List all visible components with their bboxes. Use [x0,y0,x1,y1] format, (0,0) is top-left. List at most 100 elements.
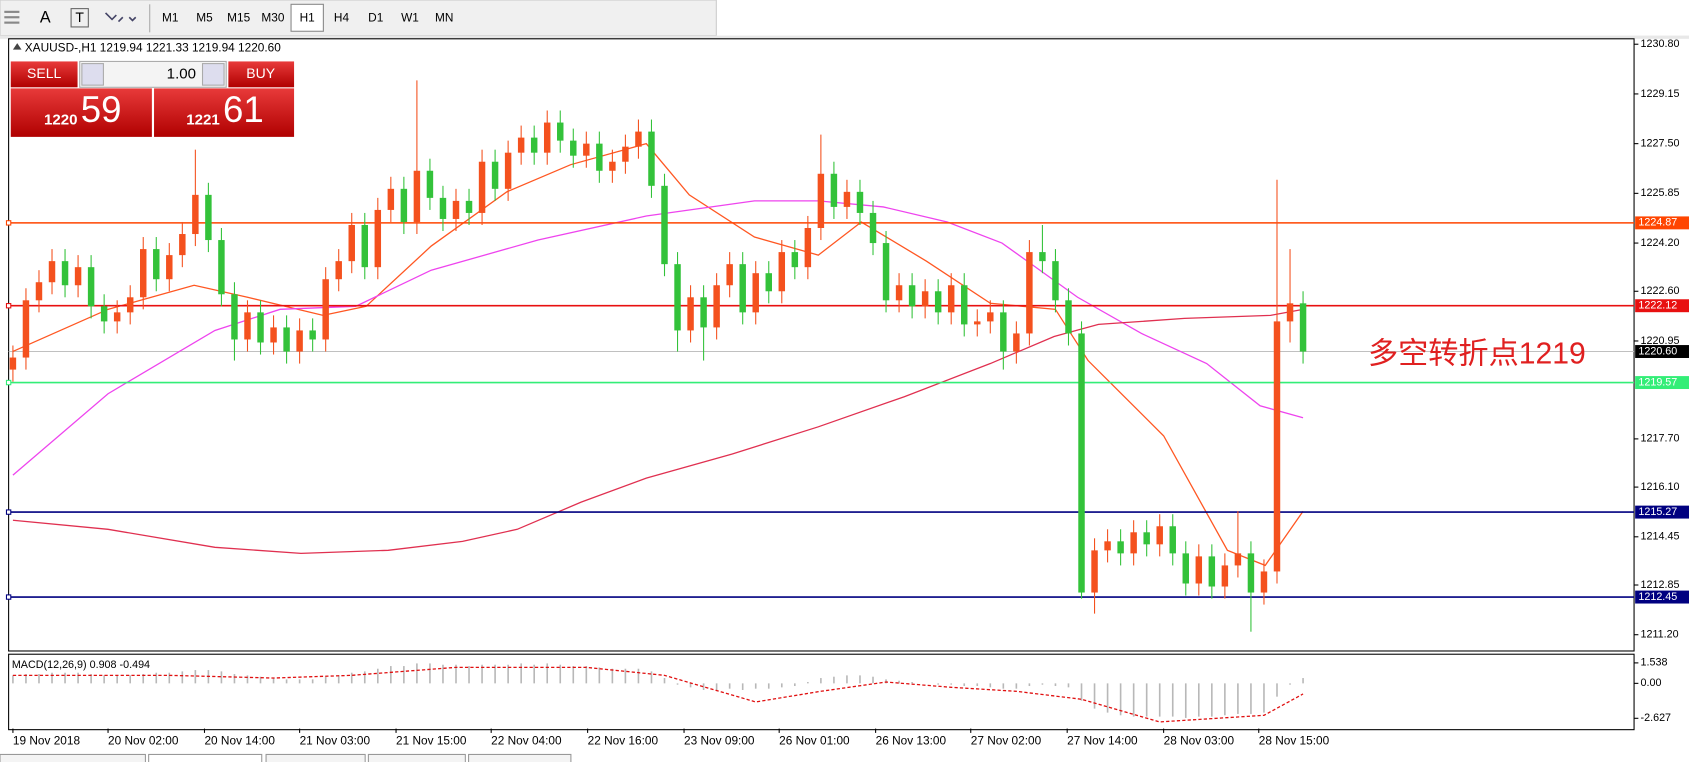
candle-body [126,297,134,313]
candle-body [1208,556,1216,587]
candle-body [622,146,629,162]
x-tick-label: 28 Nov 15:00 [1259,734,1330,748]
y-tick-label: 1220.95 [1641,335,1680,347]
y-tick-label: 1225.85 [1641,187,1680,199]
ask-box[interactable] [154,88,295,137]
candle-body [48,261,56,283]
candle-body [1130,532,1137,554]
level-label: 1224.87 [1638,217,1677,229]
timeframe-label[interactable]: H4 [334,10,350,24]
timeframe-label[interactable]: M15 [227,10,250,24]
candle-body [491,161,499,189]
candle-body [895,285,903,301]
bid-small: 59 [81,89,122,130]
timeframe-label[interactable]: H1 [300,10,316,24]
lots-up[interactable] [201,63,225,86]
timeframe-label[interactable]: W1 [401,10,419,24]
candle-body [478,161,486,213]
x-tick-label: 23 Nov 09:00 [684,734,755,748]
candle-body [1052,261,1059,301]
candle-body [804,228,812,268]
candle-body [530,137,538,153]
candle-body [882,243,890,301]
macd-y-tick-label: 0.00 [1641,677,1662,689]
timeframe-label[interactable]: MN [435,10,453,24]
candle-body [869,212,877,244]
y-tick-label: 1214.45 [1641,531,1680,543]
candle-body [257,312,264,343]
candle-body [908,285,916,307]
candle-body [1065,300,1072,334]
level-handle [5,303,12,309]
candle-body [921,291,929,307]
ask-big: 1221 [186,112,220,129]
bottom-tabs [0,753,572,762]
text-tool[interactable]: A [40,9,51,27]
candle-body [609,161,616,171]
x-tick-label: 26 Nov 01:00 [779,734,850,748]
level-label-bg [1635,376,1689,390]
bid-box[interactable] [10,88,152,137]
candle-body [1195,556,1203,584]
candle-body [1117,541,1124,554]
timeframes: M1 M5 M15 M30 H1 H4 D1 W1 MN [162,3,453,32]
candle-body [335,261,342,280]
candle-body [322,279,329,340]
grip [4,10,20,24]
y-tick-label: 1222.60 [1641,285,1680,297]
lots-value[interactable]: 1.00 [167,65,196,82]
current-label: 1220.60 [1638,345,1677,357]
candle-body [9,357,17,370]
candle-body [22,300,30,358]
annotation: 多空转折点1219 [1368,337,1586,371]
candle-body [570,140,577,156]
shapes-tool[interactable] [104,12,137,23]
level-label: 1219.57 [1638,376,1677,388]
candle-body [987,312,994,322]
timeframe-label[interactable]: D1 [368,10,384,24]
buy-button[interactable] [228,61,295,88]
candle-body [465,200,473,213]
macd-label: MACD(12,26,9) 0.908 -0.494 [12,659,150,671]
current-label-bg [1635,345,1689,358]
candle-body [583,143,590,156]
candle-body [309,330,316,340]
x-tick-label: 27 Nov 14:00 [1067,734,1138,748]
candle-body [1182,553,1190,584]
timeframe-button[interactable] [290,3,324,32]
candle-body [1247,553,1255,593]
candle-body [1078,333,1085,593]
macd-y-tick-label: -2.627 [1641,712,1672,724]
sell-label[interactable]: SELL [27,65,61,81]
candle-body [843,191,851,207]
timeframe-label[interactable]: M5 [196,10,213,24]
candle-body [504,152,512,189]
candle-body [244,312,251,340]
lots-box[interactable] [79,60,227,88]
candle-body [726,264,733,286]
x-tick-label: 22 Nov 16:00 [588,734,659,748]
candle-body [661,185,668,265]
candle-body [1273,321,1281,572]
candle-body [1299,303,1307,352]
candle-body [765,273,772,292]
candle-body [1169,526,1176,554]
moving-average [12,200,1304,476]
text-label-tool[interactable]: T [75,9,84,25]
moving-average [12,308,1304,554]
x-tick-label: 20 Nov 14:00 [204,734,275,748]
candle-body [1039,252,1046,262]
y-tick-label: 1216.10 [1641,481,1680,493]
buy-label[interactable]: BUY [246,65,275,81]
y-tick-label: 1230.80 [1641,38,1680,50]
lots-down[interactable] [81,63,104,86]
candle-body [700,297,707,328]
candle-body [87,267,95,307]
sell-button[interactable] [10,61,78,88]
timeframe-label[interactable]: M30 [261,10,284,24]
ask-small: 61 [223,89,264,130]
candle-body [543,122,551,153]
timeframe-label[interactable]: M1 [162,10,179,24]
text-label-frame [70,8,89,28]
